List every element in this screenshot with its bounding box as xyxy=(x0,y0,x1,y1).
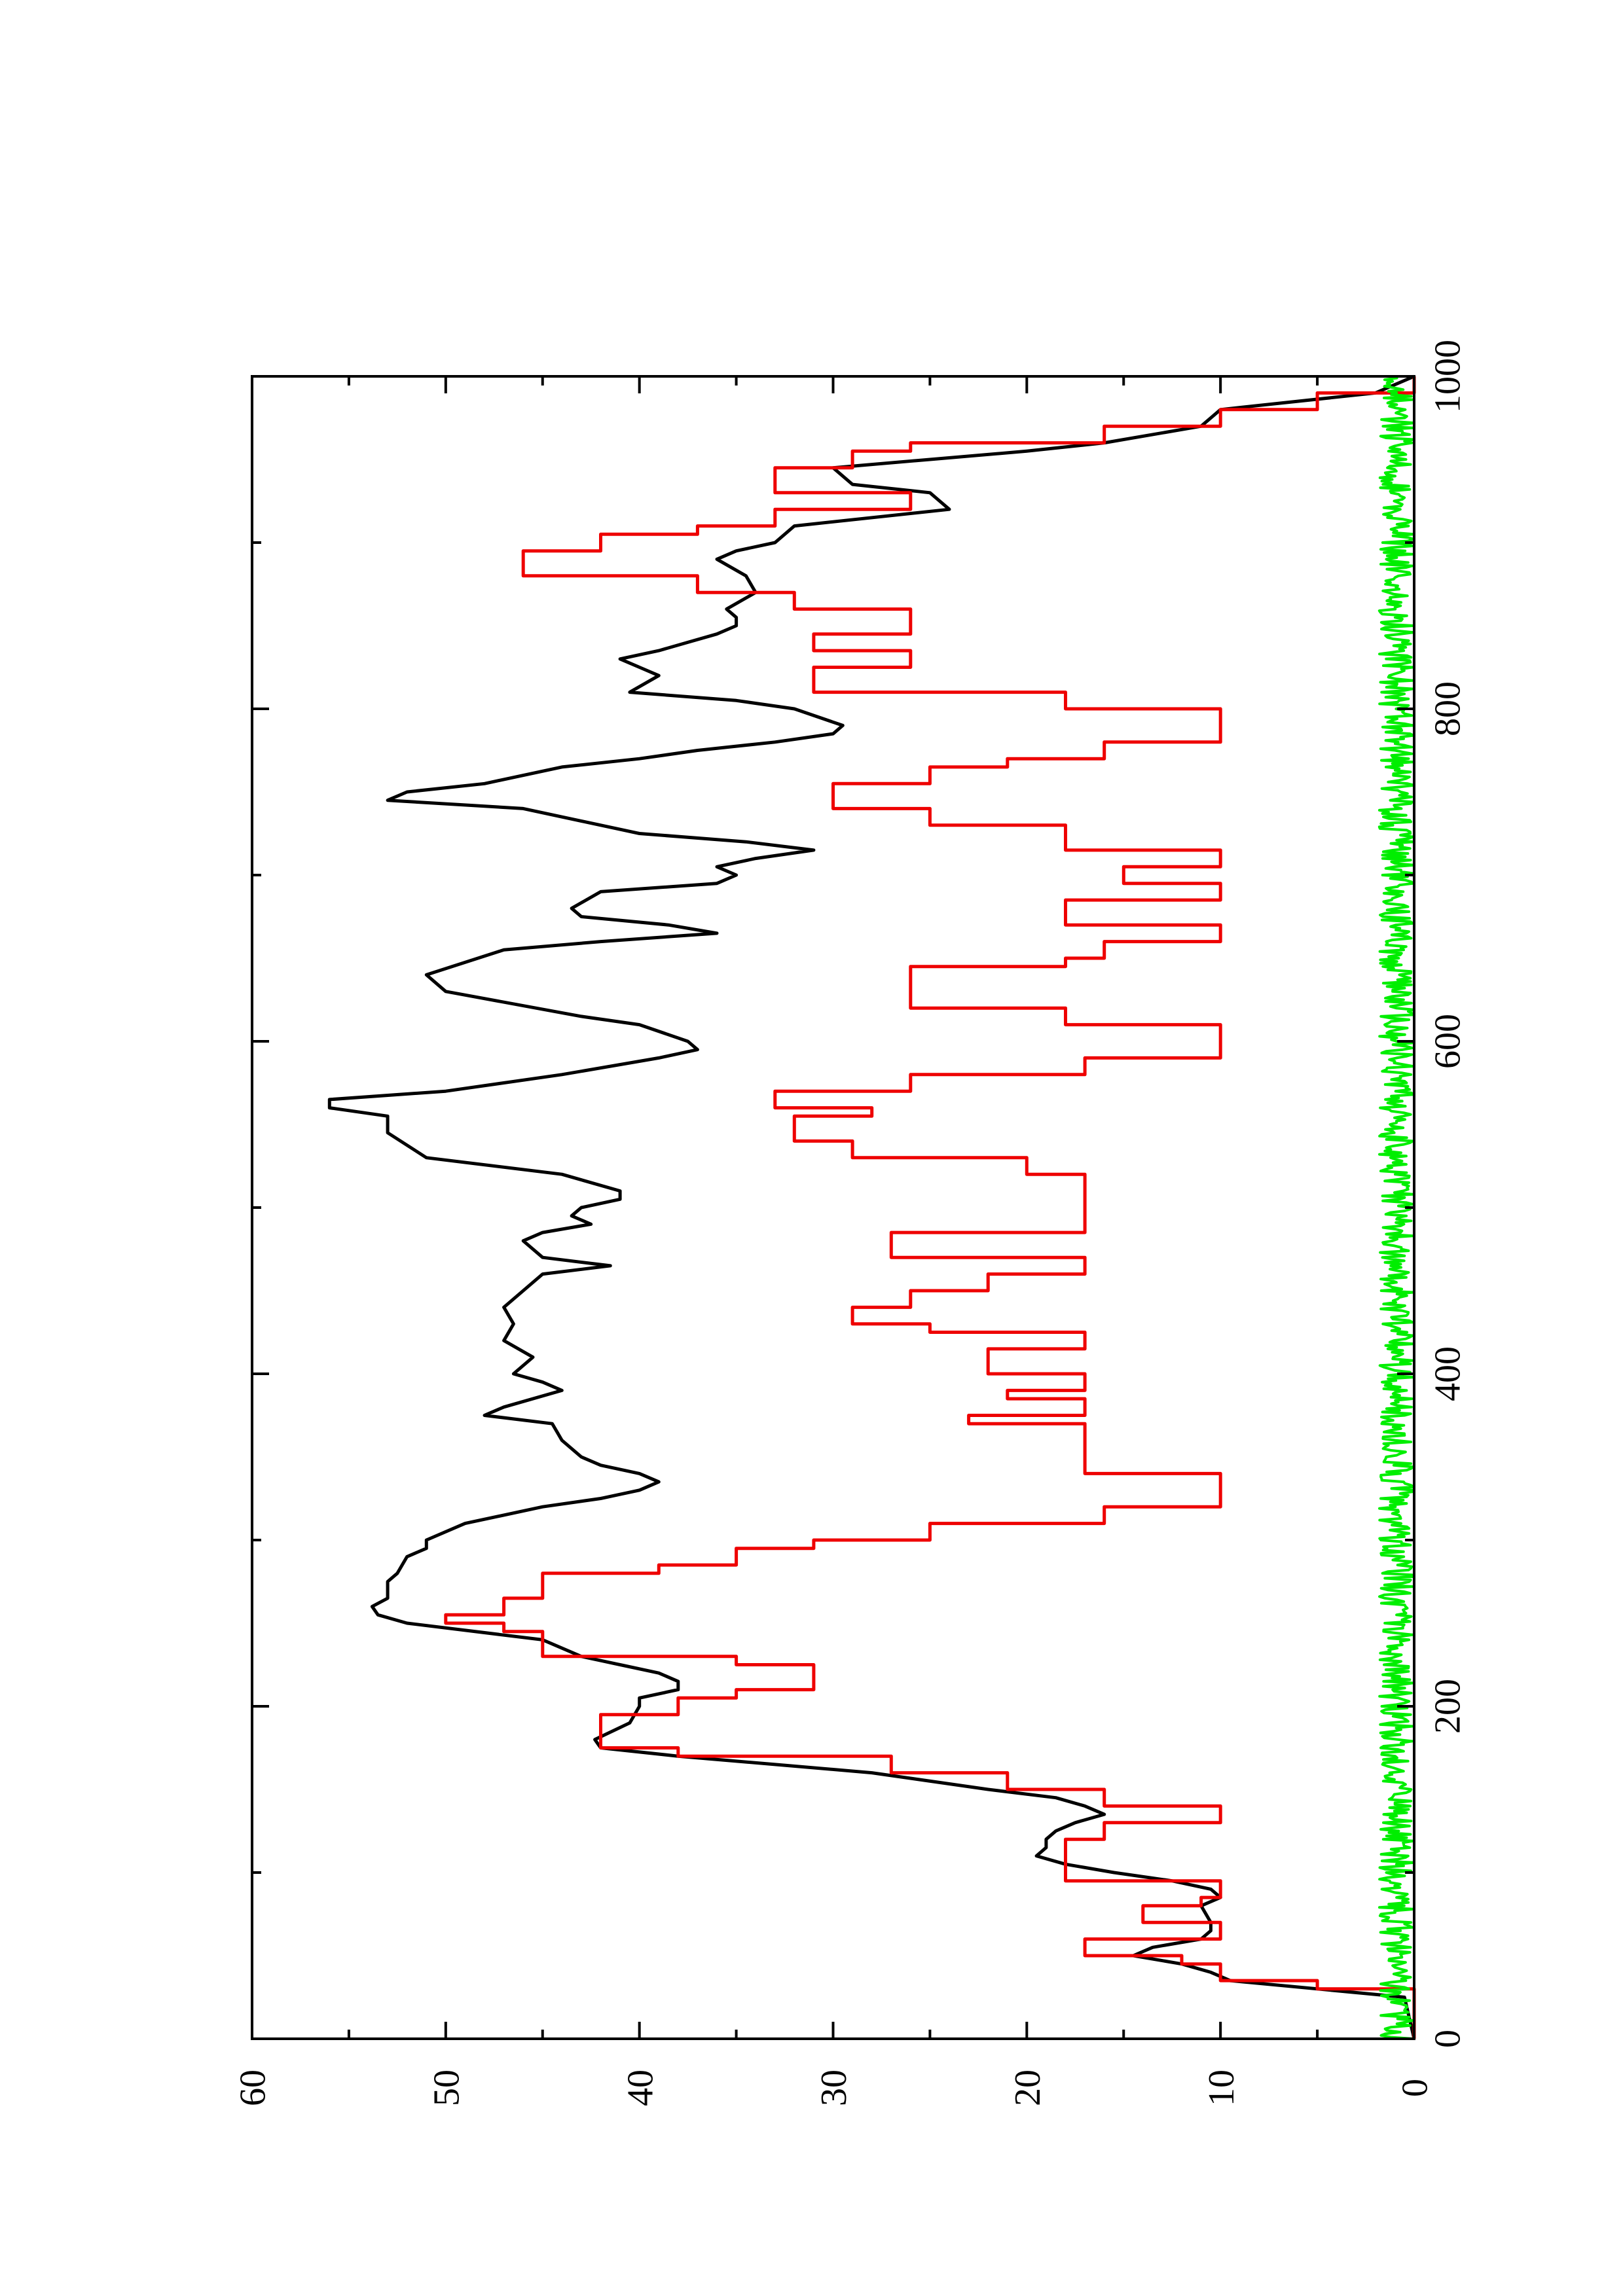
y-tick-label: 10 xyxy=(1201,2070,1242,2106)
x-tick-label: 0 xyxy=(1428,2030,1468,2048)
y-tick-label: 60 xyxy=(233,2070,274,2106)
x-tick-label: 600 xyxy=(1428,1014,1468,1069)
y-tick-label: 50 xyxy=(426,2070,467,2106)
series-line-1 xyxy=(444,376,1416,2039)
y-tick-label: 0 xyxy=(1395,2079,1436,2097)
series-line-0 xyxy=(327,374,1416,2039)
x-tick-label: 200 xyxy=(1428,1679,1468,1734)
tick-label-layer: 0 200 400 600 800 1000 0 10 20 30 40 50 60 xyxy=(233,340,1468,2106)
x-tick-label: 400 xyxy=(1428,1346,1468,1401)
plot-area: 0 200 400 600 800 1000 0 10 20 30 40 50 60 xyxy=(233,340,1468,2106)
x-tick-label: 1000 xyxy=(1428,340,1468,413)
y-tick-label: 20 xyxy=(1008,2070,1048,2106)
y-tick-label: 30 xyxy=(814,2070,854,2106)
x-tick-label: 800 xyxy=(1428,681,1468,736)
tick-layer xyxy=(251,375,1415,2040)
y-tick-label: 40 xyxy=(620,2070,661,2106)
